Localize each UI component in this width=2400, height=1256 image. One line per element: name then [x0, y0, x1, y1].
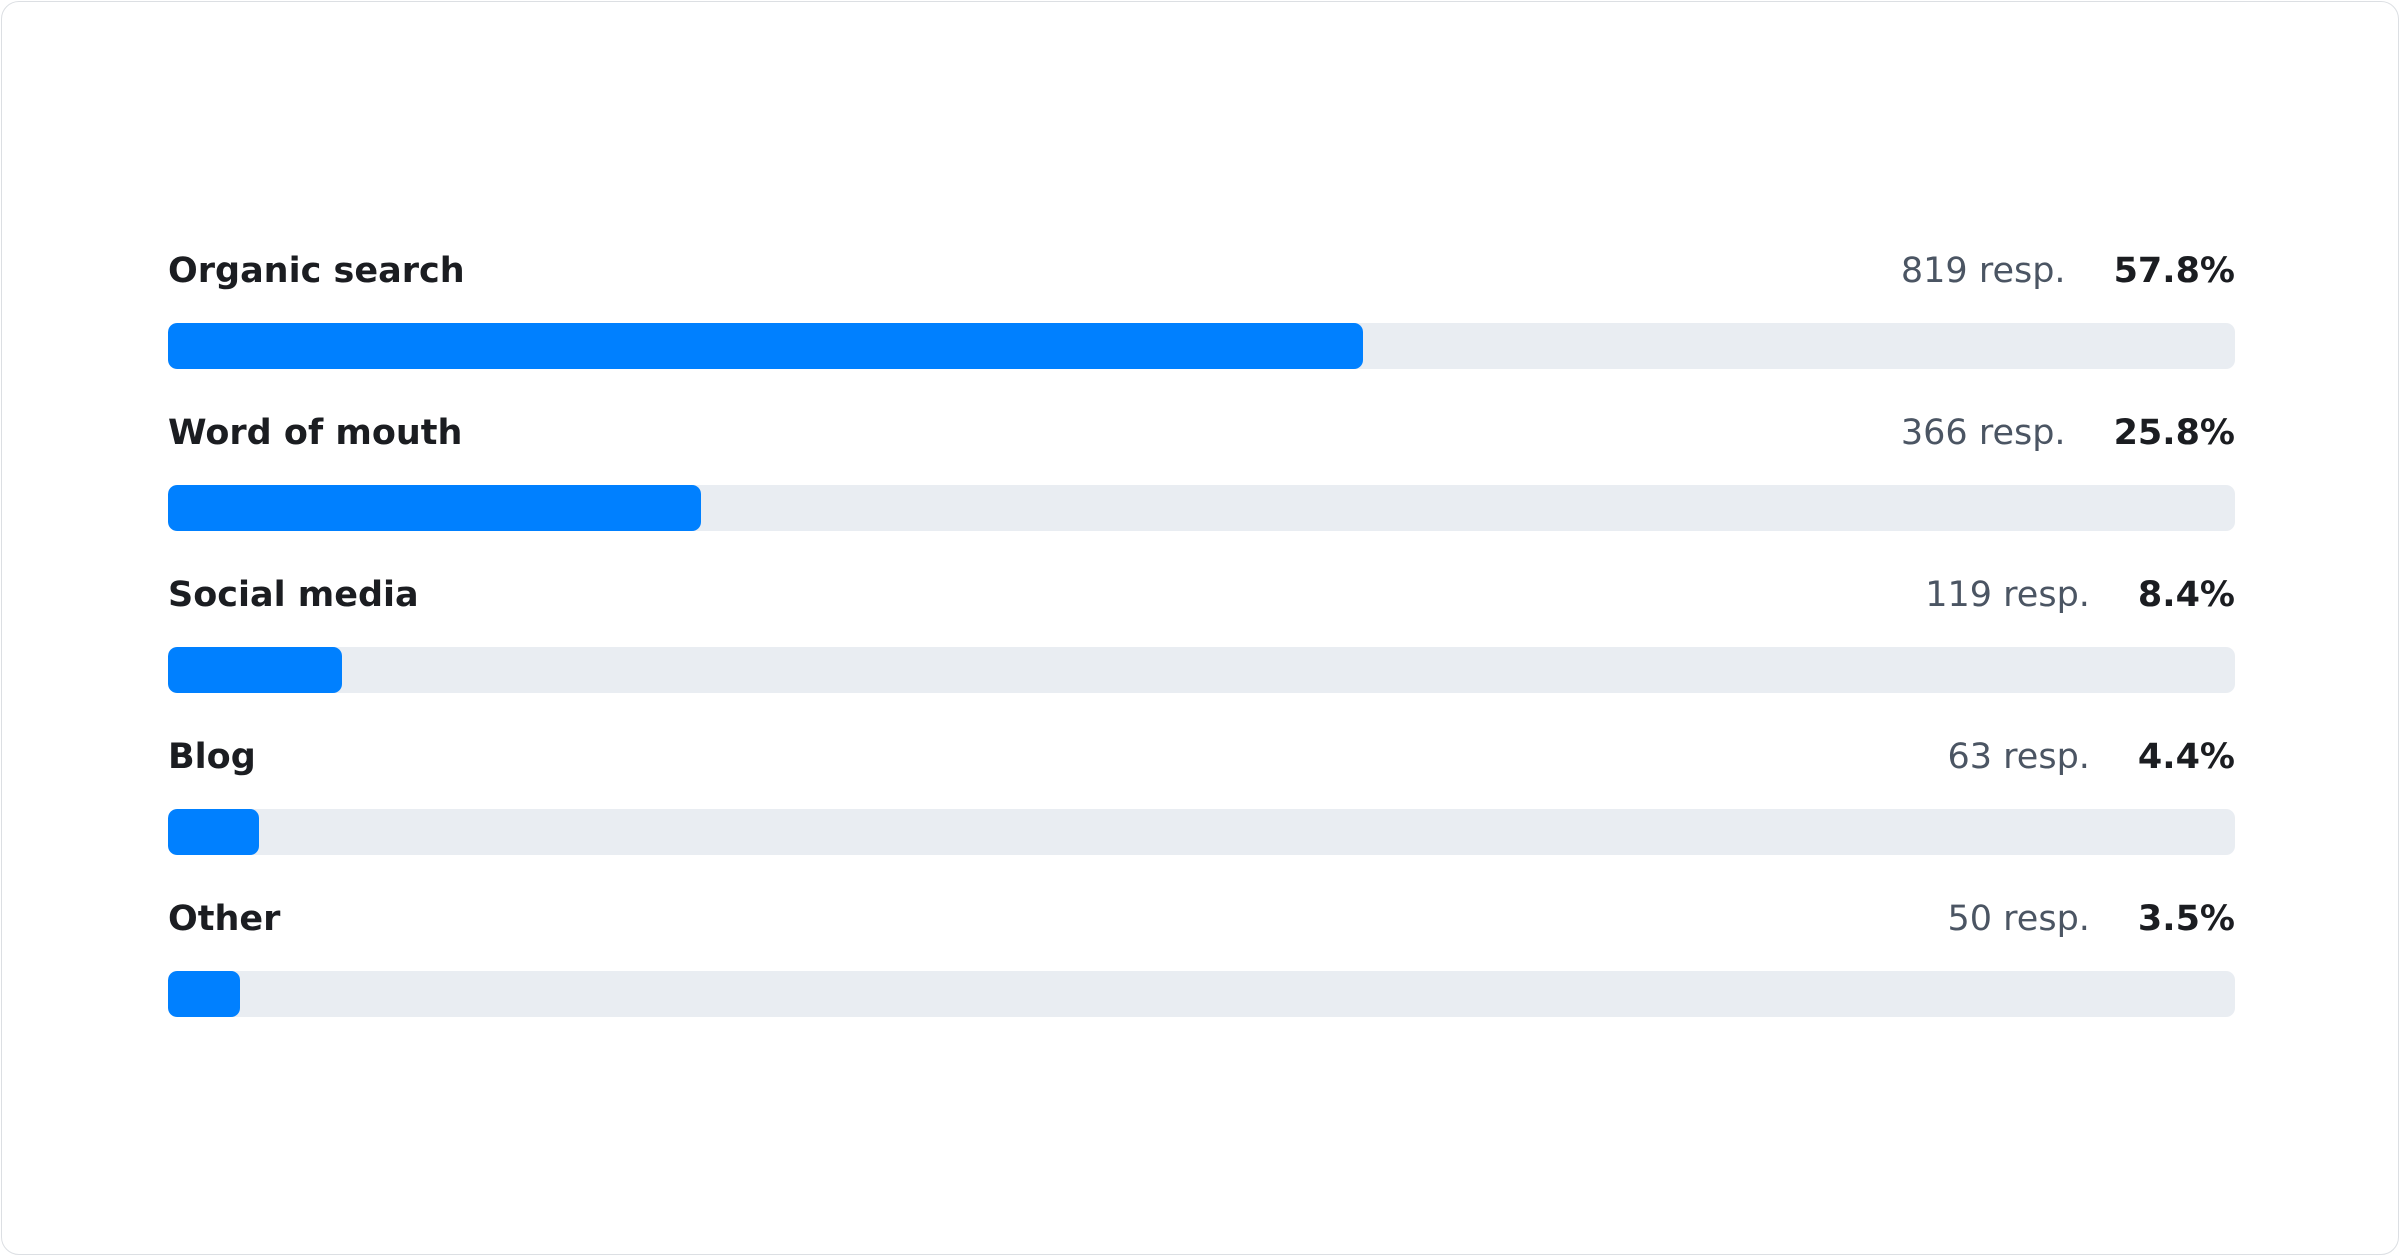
percent-label: 8.4%: [2137, 575, 2235, 615]
response-count: 119 resp.: [1925, 575, 2090, 615]
bar-fill: [168, 647, 342, 693]
bar-fill: [168, 971, 241, 1017]
percent-label: 25.8%: [2113, 413, 2235, 453]
bar-track: [168, 323, 2235, 369]
bar-fill: [168, 323, 1363, 369]
percent-label: 4.4%: [2137, 737, 2235, 777]
category-label: Word of mouth: [168, 413, 463, 453]
percent-label: 3.5%: [2137, 899, 2235, 939]
response-count: 50 resp.: [1947, 899, 2090, 939]
bar-track: [168, 647, 2235, 693]
bar-row: Organic search 819 resp. 57.8%: [168, 243, 2235, 405]
percent-label: 57.8%: [2113, 251, 2235, 291]
category-label: Organic search: [168, 251, 465, 291]
bar-row-header: Social media 119 resp. 8.4%: [168, 567, 2235, 623]
category-label: Blog: [168, 737, 256, 777]
bar-track: [168, 809, 2235, 855]
bar-fill: [168, 809, 259, 855]
bar-row: Blog 63 resp. 4.4%: [168, 729, 2235, 891]
bar-track: [168, 971, 2235, 1017]
bar-list: Organic search 819 resp. 57.8% Word of m…: [168, 243, 2235, 1053]
bar-track: [168, 485, 2235, 531]
bar-row-header: Organic search 819 resp. 57.8%: [168, 243, 2235, 299]
bar-row: Social media 119 resp. 8.4%: [168, 567, 2235, 729]
bar-fill: [168, 485, 702, 531]
bar-row: Word of mouth 366 resp. 25.8%: [168, 405, 2235, 567]
bar-row: Other 50 resp. 3.5%: [168, 891, 2235, 1053]
response-count: 63 resp.: [1947, 737, 2090, 777]
bar-row-header: Word of mouth 366 resp. 25.8%: [168, 405, 2235, 461]
category-label: Social media: [168, 575, 419, 615]
category-label: Other: [168, 899, 281, 939]
bar-row-header: Other 50 resp. 3.5%: [168, 891, 2235, 947]
response-count: 366 resp.: [1900, 413, 2066, 453]
response-count: 819 resp.: [1900, 251, 2066, 291]
bar-row-header: Blog 63 resp. 4.4%: [168, 729, 2235, 785]
